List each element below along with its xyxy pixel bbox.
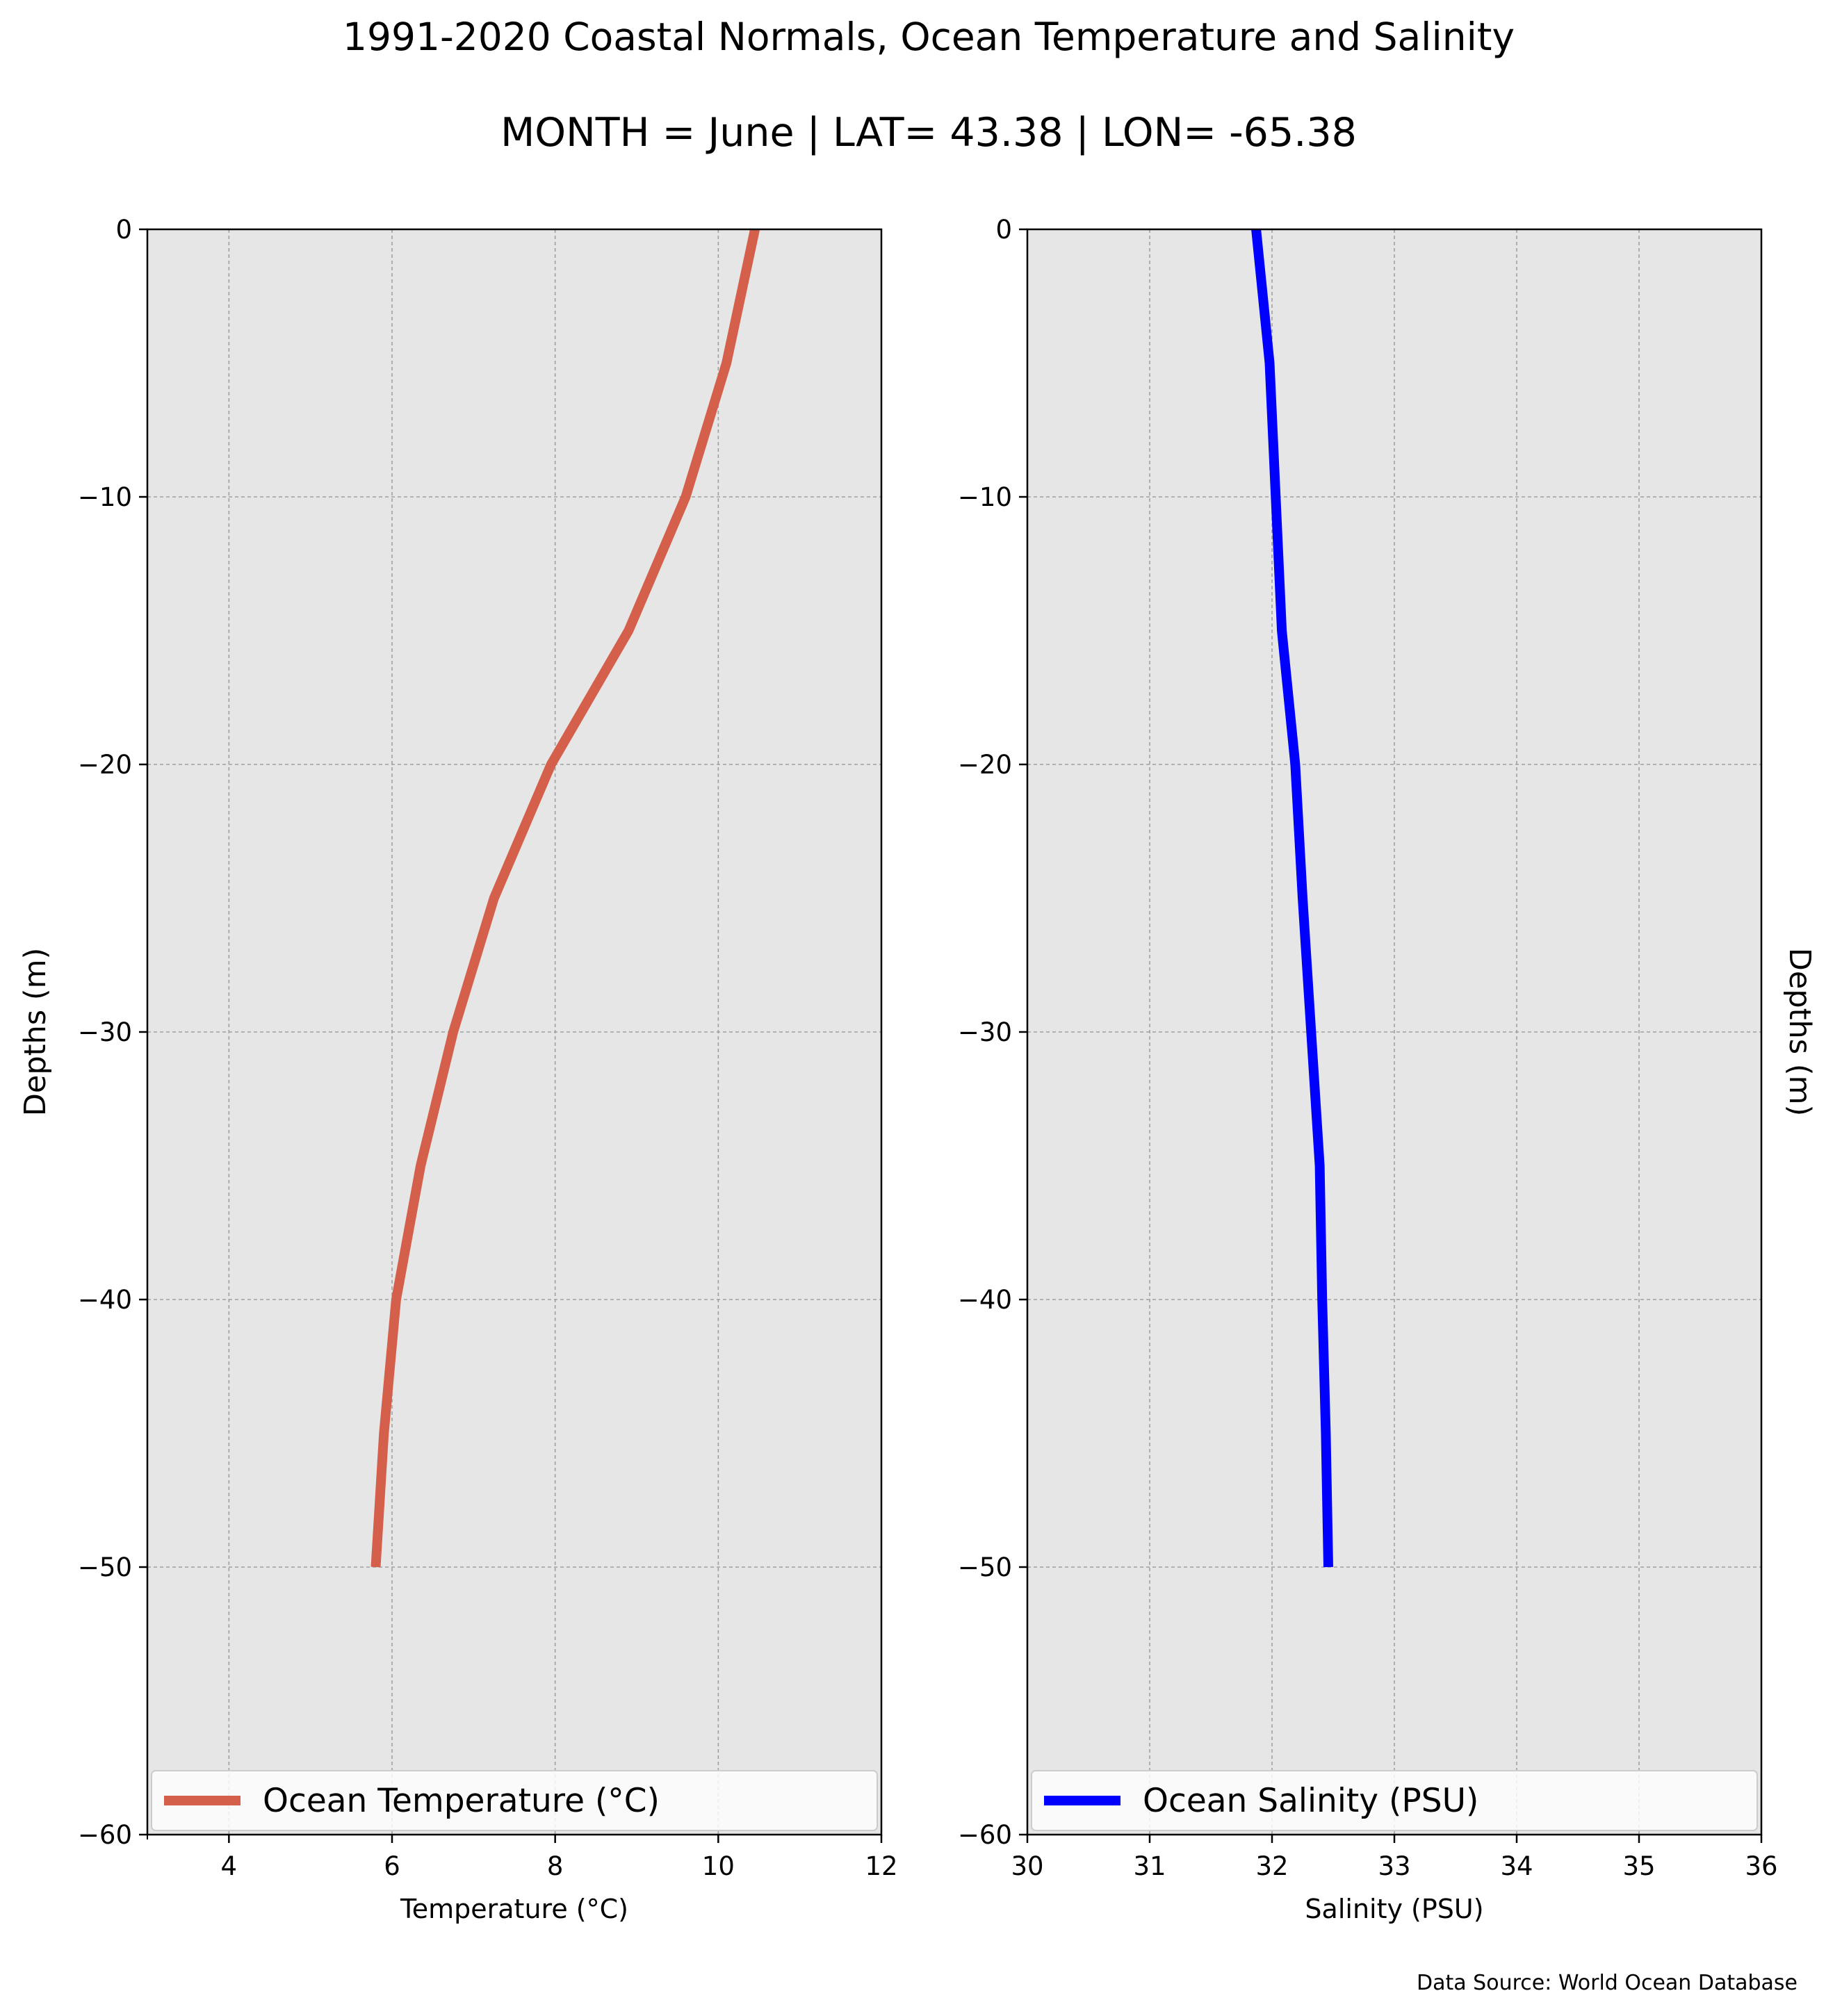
temperature-y-tick-label: −60 bbox=[78, 1820, 132, 1850]
temperature-y-tick-label: −10 bbox=[78, 482, 132, 512]
temperature-panel: 4 6 8 10 12 0 −10 −20 −30 −40 −50 −60 Ocean Tempera… bbox=[18, 215, 898, 1924]
temperature-y-tick-label: −20 bbox=[78, 750, 132, 780]
salinity-y-axis-label: Depths (m) bbox=[1782, 948, 1817, 1116]
temperature-legend-box bbox=[151, 1770, 878, 1831]
salinity-legend-box bbox=[1031, 1770, 1758, 1831]
salinity-series-line bbox=[1251, 229, 1333, 1568]
data-source-note: Data Source: World Ocean Database bbox=[1417, 1971, 1798, 1995]
figure-title: 1991-2020 Coastal Normals, Ocean Tempera… bbox=[343, 15, 1515, 59]
salinity-x-tick-label: 36 bbox=[1745, 1851, 1777, 1881]
salinity-x-axis-label: Salinity (PSU) bbox=[1305, 1894, 1483, 1924]
temperature-x-tick-label: 8 bbox=[547, 1851, 564, 1881]
temperature-axis-ticks: 4 6 8 10 12 0 −10 −20 −30 −40 −50 −60 bbox=[78, 215, 898, 1881]
temperature-legend-label: Ocean Temperature (°C) bbox=[263, 1782, 660, 1820]
temperature-y-axis-label: Depths (m) bbox=[18, 948, 53, 1116]
temperature-y-tick-label: −30 bbox=[78, 1017, 132, 1047]
temperature-plot-area bbox=[147, 229, 881, 1835]
salinity-y-tick-label: −30 bbox=[958, 1017, 1012, 1047]
salinity-legend: Ocean Salinity (PSU) bbox=[1031, 1770, 1758, 1831]
salinity-y-tick-label: −60 bbox=[958, 1820, 1012, 1850]
temperature-x-tick-label: 10 bbox=[702, 1851, 735, 1881]
salinity-legend-label: Ocean Salinity (PSU) bbox=[1143, 1782, 1478, 1820]
temperature-x-tick-label: 6 bbox=[384, 1851, 400, 1881]
temperature-y-tick-label: 0 bbox=[115, 215, 132, 245]
temperature-y-tick-label: −50 bbox=[78, 1552, 132, 1582]
salinity-panel: 30 31 32 33 34 35 36 0 −10 −20 −30 −40 −50 −60 Ocean … bbox=[958, 215, 1817, 1924]
temperature-x-tick-label: 12 bbox=[865, 1851, 897, 1881]
salinity-x-tick-label: 35 bbox=[1622, 1851, 1655, 1881]
salinity-y-tick-label: −40 bbox=[958, 1285, 1012, 1315]
salinity-y-tick-label: −20 bbox=[958, 750, 1012, 780]
temperature-x-tick-label: 4 bbox=[221, 1851, 238, 1881]
temperature-y-tick-label: −40 bbox=[78, 1285, 132, 1315]
salinity-x-tick-label: 30 bbox=[1011, 1851, 1043, 1881]
salinity-y-tick-label: −50 bbox=[958, 1552, 1012, 1582]
figure-subtitle: MONTH = June | LAT= 43.38 | LON= -65.38 bbox=[500, 110, 1357, 156]
salinity-axis-ticks: 30 31 32 33 34 35 36 0 −10 −20 −30 −40 −50 −60 bbox=[958, 215, 1778, 1881]
salinity-x-tick-label: 33 bbox=[1378, 1851, 1410, 1881]
temperature-x-axis-label: Temperature (°C) bbox=[400, 1894, 628, 1924]
salinity-x-tick-label: 32 bbox=[1255, 1851, 1288, 1881]
salinity-y-tick-label: −10 bbox=[958, 482, 1012, 512]
temperature-series-line bbox=[370, 228, 760, 1568]
temperature-legend: Ocean Temperature (°C) bbox=[151, 1770, 878, 1831]
salinity-x-tick-label: 34 bbox=[1500, 1851, 1533, 1881]
salinity-x-tick-label: 31 bbox=[1133, 1851, 1166, 1881]
salinity-y-tick-label: 0 bbox=[995, 215, 1012, 245]
